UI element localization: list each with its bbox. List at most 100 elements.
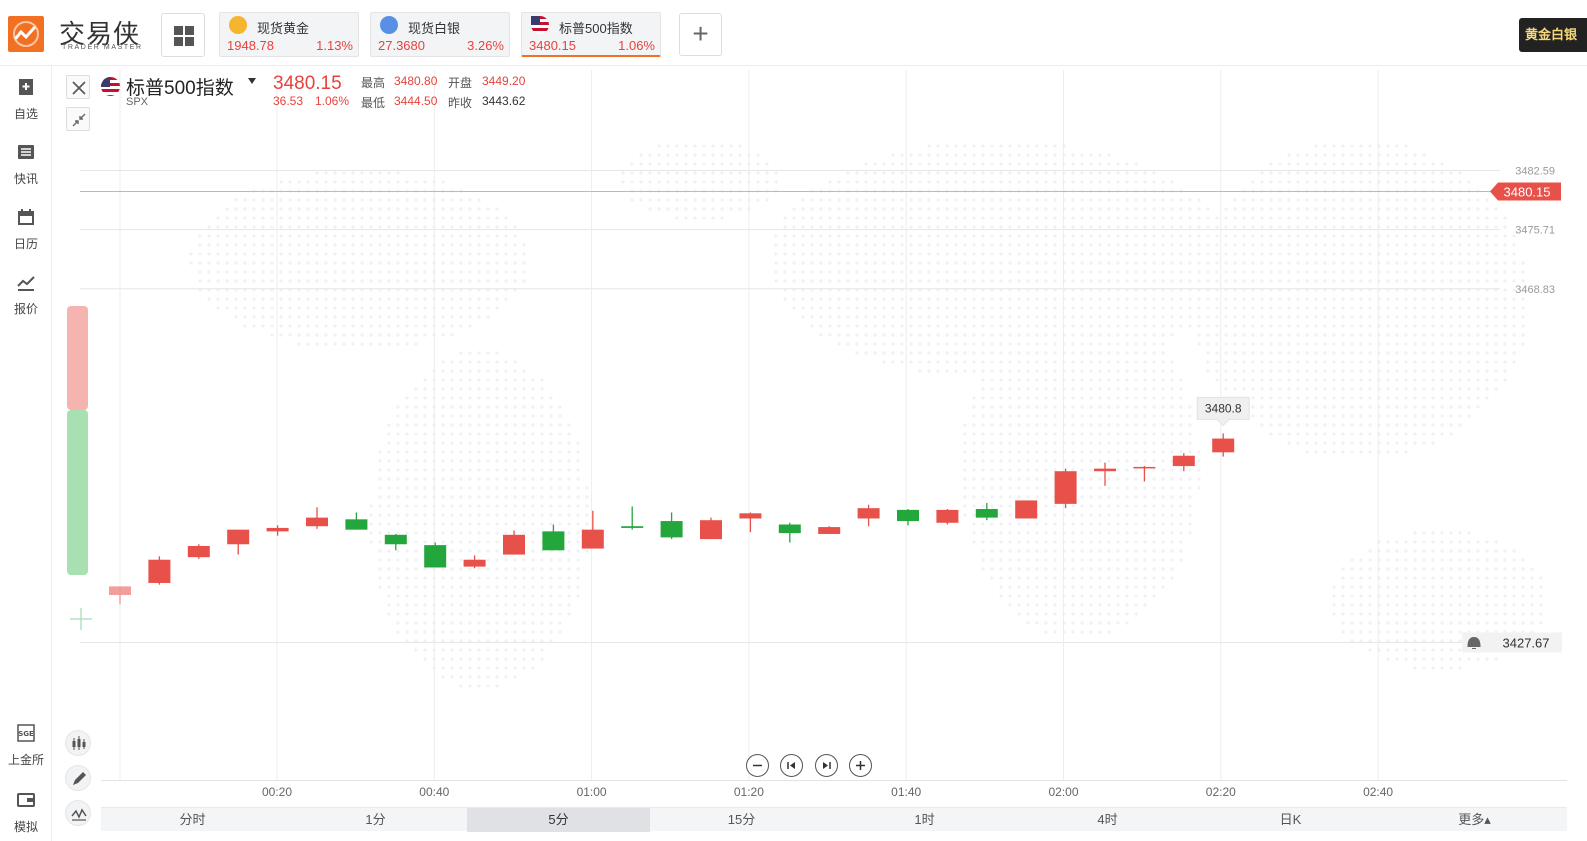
candle[interactable] (109, 586, 131, 605)
candle[interactable] (463, 555, 486, 569)
sidebar-item-label: 快讯 (13, 172, 38, 186)
candle[interactable] (660, 512, 683, 540)
tab-gold[interactable]: 现货黄金 1948.78 1.13% (219, 12, 359, 57)
gold-silver-button[interactable]: 黄金白银 (1519, 18, 1587, 52)
candle[interactable] (897, 509, 919, 526)
price-change: 36.53 (273, 94, 304, 108)
zoom-out-icon (753, 764, 762, 767)
bell-icon (1467, 636, 1481, 649)
draw-button[interactable] (65, 765, 91, 791)
candle[interactable] (227, 529, 250, 555)
candle[interactable] (857, 504, 880, 527)
bookmark-plus-icon (19, 79, 33, 95)
candle[interactable] (975, 503, 998, 521)
candle[interactable] (424, 542, 447, 568)
tab-name: 现货黄金 (257, 21, 310, 36)
period-tab[interactable]: 1时 (914, 812, 935, 827)
sidebar-item-calendar[interactable]: 日历 (0, 208, 52, 252)
step-back-button[interactable] (780, 754, 803, 777)
crosshair-marker (70, 608, 92, 630)
tab-silver[interactable]: 现货白银 27.3680 3.26% (370, 12, 510, 57)
tab-name: 标普500指数 (559, 21, 633, 36)
candle[interactable] (1133, 466, 1156, 482)
candle[interactable] (581, 510, 604, 549)
candle[interactable] (936, 509, 959, 525)
candle[interactable] (503, 530, 525, 555)
candle-body (936, 509, 959, 523)
period-tab[interactable]: 分时 (179, 812, 206, 827)
zoom-in-button[interactable] (849, 754, 872, 777)
open-value: 3449.20 (482, 74, 526, 88)
close-chart-button[interactable] (66, 75, 90, 99)
candle-body (503, 534, 525, 555)
candle-body (1133, 466, 1156, 469)
tab-price: 1948.78 (227, 38, 274, 53)
low-label: 最低 (361, 96, 386, 110)
x-tick-label: 00:20 (262, 785, 292, 799)
period-tab[interactable]: 1分 (365, 812, 386, 827)
tab-spx[interactable]: 标普500指数 3480.15 1.06% (521, 12, 661, 57)
sidebar-item-label: 日历 (13, 237, 38, 251)
candle[interactable] (542, 524, 565, 551)
candle[interactable] (621, 506, 644, 530)
period-tab[interactable]: 15分 (727, 812, 756, 827)
high-tooltip-label: 3480.8 (1205, 401, 1242, 415)
more-periods-button[interactable]: 更多▴ (1458, 812, 1491, 827)
candle-body (187, 545, 210, 558)
period-tab[interactable]: 4时 (1097, 812, 1118, 827)
candle[interactable] (739, 512, 762, 533)
candle[interactable] (700, 517, 722, 540)
tab-price: 3480.15 (529, 38, 576, 53)
candle-body (266, 527, 289, 532)
sidebar-item-news[interactable]: 快讯 (0, 143, 52, 187)
sidebar-item-simulate[interactable]: 模拟 (0, 791, 52, 835)
candle[interactable] (345, 512, 368, 530)
sidebar-item-quotes[interactable]: 报价 (0, 273, 52, 317)
candlestick-icon (72, 736, 86, 750)
silver-coin-icon (380, 16, 398, 34)
candle-body (424, 545, 447, 568)
tab-name: 现货白银 (408, 21, 461, 36)
x-tick-label: 02:00 (1048, 785, 1078, 799)
tab-pct: 1.13% (316, 38, 353, 53)
chevron-down-icon[interactable] (248, 78, 256, 84)
candle[interactable] (266, 525, 289, 536)
step-forward-button[interactable] (815, 754, 838, 777)
period-tab[interactable]: 日K (1279, 812, 1302, 827)
add-tab-button[interactable]: + (679, 13, 722, 56)
sidebar-item-watchlist[interactable]: 自选 (0, 78, 52, 122)
candle[interactable] (1094, 462, 1116, 486)
chart-type-button[interactable] (65, 730, 91, 756)
candle[interactable] (778, 522, 801, 543)
candle[interactable] (1172, 453, 1195, 472)
candle[interactable] (384, 533, 407, 551)
candle[interactable] (1212, 433, 1235, 457)
zoom-out-button[interactable] (746, 754, 769, 777)
candle-body (1212, 438, 1235, 453)
current-price: 3480.15 (273, 73, 342, 94)
candle-body (148, 559, 171, 583)
layout-grid-button[interactable] (161, 13, 205, 57)
news-list-icon (18, 145, 34, 159)
indicator-button[interactable] (65, 800, 91, 826)
candle-body (345, 519, 368, 530)
candle-body (1015, 500, 1038, 519)
low-value: 3444.50 (394, 94, 438, 108)
sidebar-item-sge[interactable]: SGE 上金所 (0, 724, 52, 768)
candle-body (542, 531, 565, 551)
indicator-wave-icon (71, 808, 87, 821)
candle[interactable] (818, 526, 841, 534)
symbol-name[interactable]: 标普500指数 (126, 78, 234, 99)
open-label: 开盘 (448, 76, 473, 90)
period-tab[interactable]: 5分 (467, 808, 650, 832)
shrink-chart-button[interactable] (66, 107, 90, 131)
candle-body (227, 529, 250, 545)
x-tick-label: 02:40 (1363, 785, 1393, 799)
candle[interactable] (148, 556, 171, 585)
candle[interactable] (1015, 500, 1038, 519)
candle[interactable] (1054, 468, 1077, 509)
candle[interactable] (306, 507, 328, 529)
candle[interactable] (187, 544, 210, 559)
quote-line-icon (17, 276, 35, 291)
